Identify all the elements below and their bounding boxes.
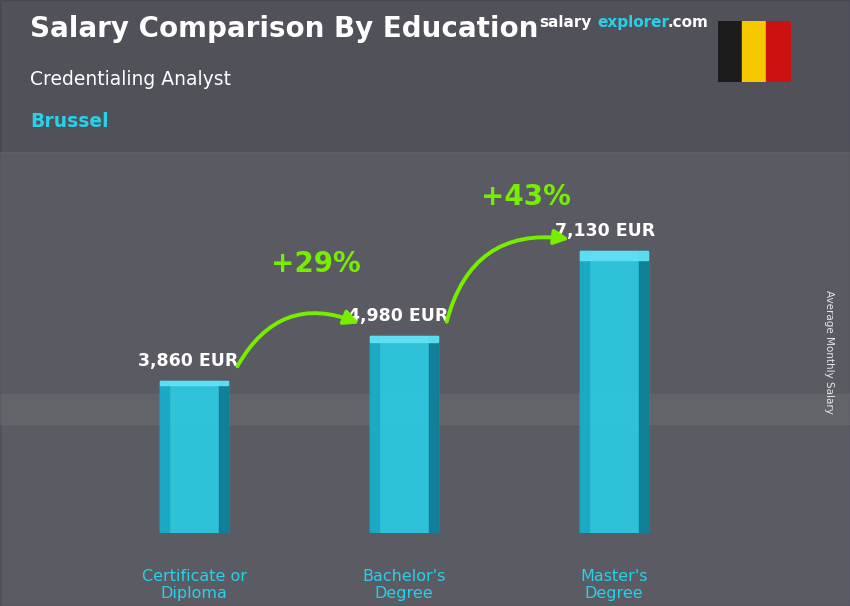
- Bar: [767, 21, 791, 82]
- Bar: [581, 251, 589, 533]
- Bar: [639, 251, 648, 533]
- Text: Salary Comparison By Education: Salary Comparison By Education: [30, 15, 538, 43]
- Text: Master's
Degree: Master's Degree: [581, 569, 648, 601]
- Text: Certificate or
Diploma: Certificate or Diploma: [141, 569, 246, 601]
- Bar: [218, 381, 228, 533]
- Text: .com: .com: [667, 15, 708, 30]
- Text: Bachelor's
Degree: Bachelor's Degree: [362, 569, 445, 601]
- Bar: [371, 336, 438, 342]
- Bar: [161, 381, 228, 385]
- Bar: [718, 21, 742, 82]
- Text: Credentialing Analyst: Credentialing Analyst: [30, 70, 230, 88]
- Text: +29%: +29%: [271, 250, 360, 278]
- Text: explorer: explorer: [598, 15, 670, 30]
- Bar: [161, 381, 228, 533]
- Text: salary: salary: [540, 15, 592, 30]
- Bar: [371, 336, 438, 533]
- Text: Average Monthly Salary: Average Monthly Salary: [824, 290, 834, 413]
- Text: 3,860 EUR: 3,860 EUR: [138, 351, 238, 370]
- Bar: [0, 0, 850, 394]
- Bar: [161, 381, 169, 533]
- Text: 4,980 EUR: 4,980 EUR: [348, 307, 448, 325]
- Text: 7,130 EUR: 7,130 EUR: [555, 222, 655, 240]
- Bar: [0, 394, 850, 606]
- Bar: [581, 251, 648, 533]
- Text: Brussel: Brussel: [30, 112, 109, 131]
- Bar: [581, 251, 648, 260]
- Text: +43%: +43%: [481, 183, 570, 211]
- Bar: [371, 336, 379, 533]
- Bar: [429, 336, 438, 533]
- Bar: [0, 152, 850, 424]
- Bar: [742, 21, 767, 82]
